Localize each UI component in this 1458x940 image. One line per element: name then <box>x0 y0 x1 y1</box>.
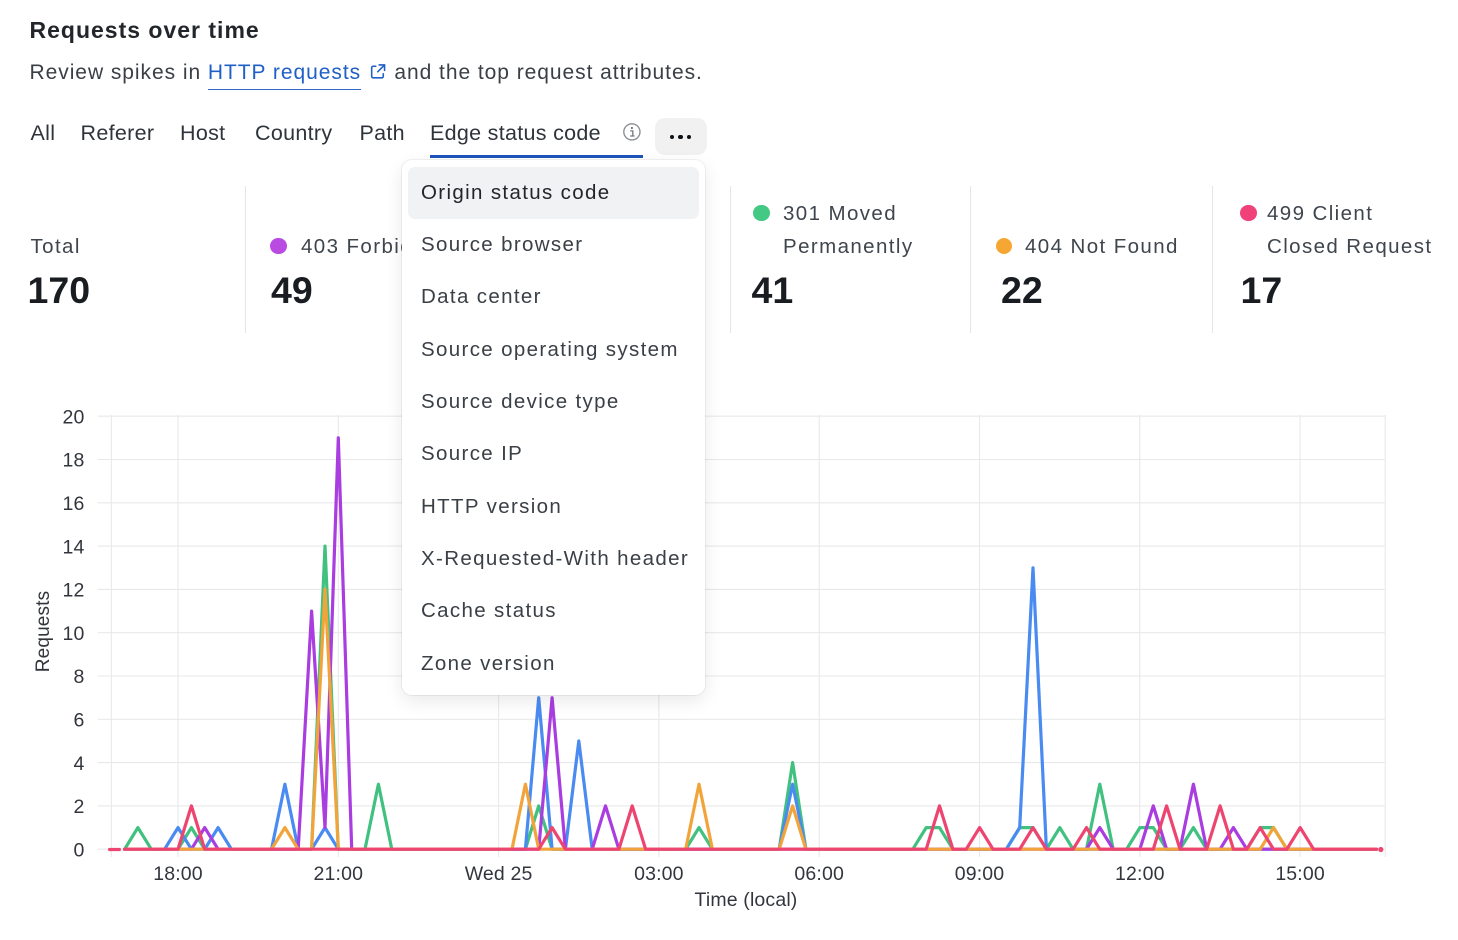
svg-text:Time (local): Time (local) <box>695 889 798 911</box>
svg-text:2: 2 <box>74 796 85 818</box>
svg-text:6: 6 <box>74 710 85 732</box>
svg-text:21:00: 21:00 <box>314 863 364 885</box>
svg-text:12:00: 12:00 <box>1115 863 1165 885</box>
svg-text:06:00: 06:00 <box>794 863 844 885</box>
svg-text:12: 12 <box>63 580 85 602</box>
svg-text:20: 20 <box>63 406 85 428</box>
svg-text:18: 18 <box>63 450 85 472</box>
svg-text:03:00: 03:00 <box>634 863 684 885</box>
svg-text:14: 14 <box>63 536 85 558</box>
svg-text:16: 16 <box>63 493 85 515</box>
svg-text:4: 4 <box>74 753 85 775</box>
svg-text:Requests: Requests <box>33 591 54 672</box>
svg-text:18:00: 18:00 <box>153 863 203 885</box>
svg-text:09:00: 09:00 <box>955 863 1005 885</box>
svg-text:10: 10 <box>63 623 85 645</box>
svg-text:0: 0 <box>74 839 85 861</box>
svg-text:15:00: 15:00 <box>1275 863 1325 885</box>
svg-text:Wed 25: Wed 25 <box>465 863 533 885</box>
svg-text:8: 8 <box>74 666 85 688</box>
